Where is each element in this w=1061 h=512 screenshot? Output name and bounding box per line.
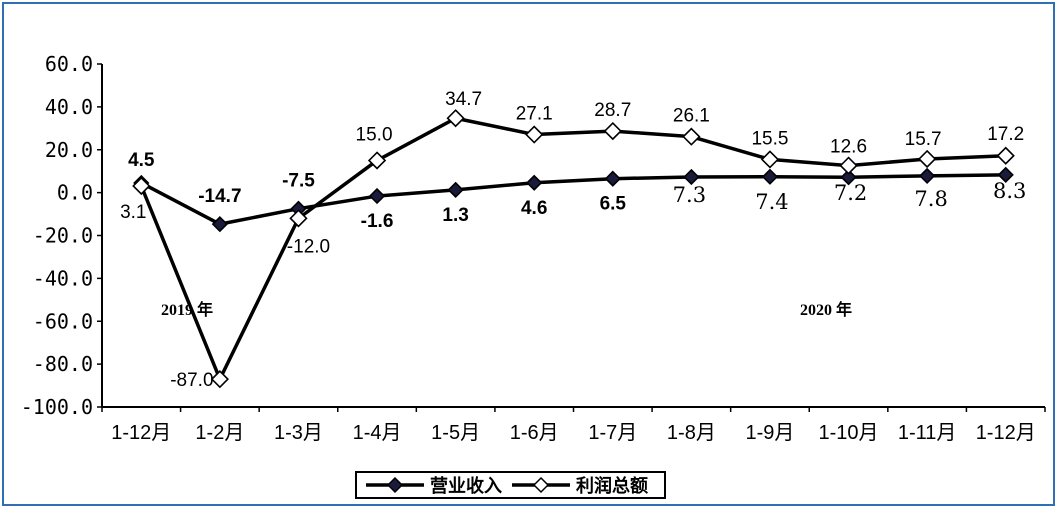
data-labels: 4.5 -14.7 -7.5 -1.6 1.3 4.6 6.5 7.3 7.4 7.2 7.8 8.3… — [120, 89, 1026, 391]
revenue-point-10 — [918, 167, 936, 185]
profit-data-label: -87.0 — [170, 370, 213, 391]
revenue-point-9 — [840, 169, 857, 186]
revenue-point-5 — [526, 174, 543, 191]
x-tick-label: 1-12月 — [976, 422, 1036, 444]
y-tick-labels: 60.0 40.0 20.0 0.0 -20.0 -40.0 -60.0 -80.0 -100.… — [21, 52, 93, 419]
x-tick-label: 1-8月 — [667, 422, 716, 444]
series-line-profit — [139, 116, 1006, 381]
revenue-data-label: 7.2 — [834, 181, 867, 205]
x-tick-label: 1-2月 — [195, 422, 244, 444]
revenue-point-11 — [997, 166, 1014, 183]
series — [132, 109, 1015, 389]
legend: 营业收入 利润总额 — [355, 471, 666, 499]
revenue-data-label: 8.3 — [993, 179, 1026, 203]
revenue-data-label: 6.5 — [600, 194, 627, 215]
y-tick-label: -60.0 — [33, 309, 93, 333]
y-tick-label: 20.0 — [45, 138, 93, 162]
profit-point-7 — [682, 127, 701, 146]
legend-marker-revenue — [386, 476, 404, 494]
revenue-point-4 — [447, 181, 464, 198]
legend-label-profit: 利润总额 — [576, 475, 648, 497]
revenue-data-label: 1.3 — [442, 205, 468, 226]
profit-point-10 — [917, 149, 937, 169]
revenue-point-3 — [368, 187, 386, 205]
y-tick-label: -40.0 — [33, 266, 93, 290]
profit-point-5 — [525, 125, 544, 144]
revenue-data-label: 7.3 — [673, 183, 706, 207]
x-tick-label: 1-12月 — [111, 422, 171, 444]
revenue-point-1 — [211, 216, 229, 233]
revenue-data-label: -14.7 — [198, 186, 241, 207]
profit-data-label: -12.0 — [287, 236, 330, 257]
year-annotation-2020: 2020 年 — [800, 300, 852, 319]
revenue-point-6 — [604, 170, 621, 187]
chart-frame — [2, 2, 1055, 506]
legend-label-revenue: 营业收入 — [430, 475, 502, 497]
year-annotation-2019: 2019 年 — [161, 300, 213, 319]
profit-data-label: 17.2 — [987, 124, 1024, 145]
profit-data-label: 15.0 — [356, 124, 393, 145]
axes — [97, 63, 1046, 412]
profit-point-9 — [839, 156, 858, 175]
y-tick-label: 60.0 — [45, 52, 93, 76]
revenue-point-8 — [761, 168, 779, 185]
profit-point-11 — [996, 146, 1015, 165]
profit-point-0 — [132, 176, 151, 196]
series-line-revenue — [140, 173, 1006, 226]
profit-data-label: 3.1 — [120, 202, 146, 223]
y-tick-label: -20.0 — [33, 224, 93, 248]
x-tick-labels: 1-12月 1-2月 1-3月 1-4月 1-5月 1-6月 1-7月 1-8月 1-9月 1-1… — [111, 422, 1035, 444]
x-tick-label: 1-10月 — [819, 422, 879, 444]
profit-point-1 — [210, 369, 230, 389]
x-tick-label: 1-3月 — [274, 422, 323, 444]
profit-data-label: 12.6 — [830, 137, 867, 158]
revenue-data-label: 4.5 — [128, 150, 155, 171]
profit-data-label: 27.1 — [516, 104, 553, 125]
profit-data-label: 34.7 — [445, 89, 482, 110]
profit-point-4 — [446, 109, 465, 128]
x-tick-label: 1-6月 — [510, 422, 559, 444]
x-tick-label: 1-4月 — [353, 422, 402, 444]
revenue-data-label: -7.5 — [282, 171, 315, 192]
revenue-data-label: 4.6 — [521, 198, 547, 219]
profit-data-label: 15.5 — [751, 128, 788, 149]
profit-data-label: 26.1 — [673, 106, 710, 127]
revenue-data-label: 7.4 — [755, 190, 788, 214]
x-tick-label: 1-7月 — [588, 422, 637, 444]
x-tick-label: 1-9月 — [746, 422, 795, 444]
profit-point-2 — [289, 209, 308, 228]
profit-data-label: 15.7 — [905, 129, 942, 150]
revenue-data-label: 7.8 — [914, 187, 947, 211]
x-tick-label: 1-11月 — [898, 422, 957, 444]
profit-data-label: 28.7 — [594, 100, 631, 121]
y-tick-label: 0.0 — [57, 181, 93, 205]
x-tick-label: 1-5月 — [431, 422, 480, 444]
revenue-data-label: -1.6 — [361, 211, 394, 232]
y-tick-label: -100.0 — [21, 395, 93, 419]
profit-point-3 — [367, 151, 387, 170]
y-tick-label: 40.0 — [45, 95, 93, 119]
y-tick-label: -80.0 — [33, 352, 93, 376]
profit-point-6 — [603, 121, 622, 141]
revenue-point-7 — [683, 168, 700, 186]
profit-point-8 — [760, 150, 780, 169]
legend-marker-profit — [532, 476, 550, 494]
